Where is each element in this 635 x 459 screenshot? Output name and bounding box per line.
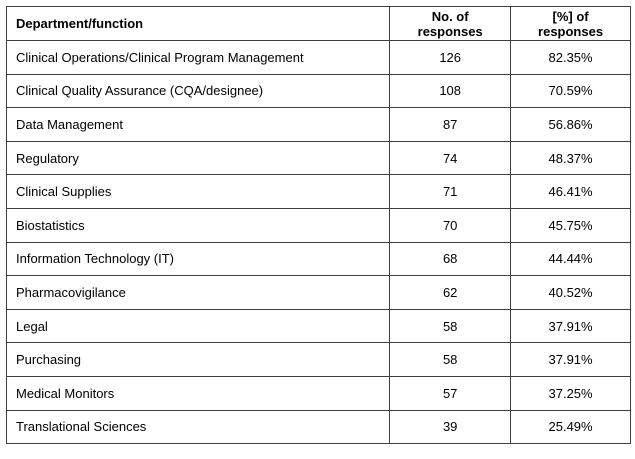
table-row: Purchasing 58 37.91% (5, 342, 631, 377)
table-row: Clinical Supplies 71 46.41% (5, 174, 631, 209)
table-cell: Clinical Quality Assurance (CQA/designee… (5, 73, 391, 109)
table-cell: Clinical Supplies (5, 174, 391, 209)
table-cell: Legal (5, 308, 391, 344)
table-row: Biostatistics 70 45.75% (5, 207, 631, 243)
table-cell: 62 (389, 275, 512, 310)
table-row: Information Technology (IT) 68 44.44% (5, 241, 631, 277)
table-cell: 82.35% (510, 40, 631, 75)
table-cell: 58 (389, 308, 512, 344)
table-cell: 40.52% (510, 275, 631, 310)
table-cell: 126 (389, 40, 512, 75)
table-row: Clinical Quality Assurance (CQA/designee… (5, 73, 631, 109)
table-cell: Data Management (5, 107, 391, 142)
table-cell: 39 (389, 409, 512, 445)
header-cell: No. of responses (389, 6, 512, 41)
data-table: Department/function No. of responses [%] o… (5, 6, 631, 445)
table-cell: 46.41% (510, 174, 631, 209)
table-cell: Pharmacovigilance (5, 275, 391, 310)
table-cell: 74 (389, 140, 512, 176)
table-cell: Translational Sciences (5, 409, 391, 445)
table-cell: 70.59% (510, 73, 631, 109)
table-cell: Purchasing (5, 342, 391, 377)
table-cell: Medical Monitors (5, 375, 391, 411)
table-row: Regulatory 74 48.37% (5, 140, 631, 176)
table-row: Legal 58 37.91% (5, 308, 631, 344)
table-cell: 58 (389, 342, 512, 377)
table-row: Clinical Operations/Clinical Program Man… (5, 40, 631, 75)
table-cell: 87 (389, 107, 512, 142)
table-body: Clinical Operations/Clinical Program Man… (5, 40, 631, 445)
table-cell: 37.91% (510, 342, 631, 377)
header-cell: [%] of responses (510, 6, 631, 41)
table-cell: 68 (389, 241, 512, 277)
table-cell: 48.37% (510, 140, 631, 176)
table-cell: 44.44% (510, 241, 631, 277)
header-cell: Department/function (5, 6, 391, 41)
table-cell: Clinical Operations/Clinical Program Man… (5, 40, 391, 75)
table-cell: 108 (389, 73, 512, 109)
header-row: Department/function No. of responses [%] o… (5, 6, 631, 41)
table-row: Translational Sciences 39 25.49% (5, 409, 631, 445)
table-cell: 71 (389, 174, 512, 209)
table-cell: 45.75% (510, 207, 631, 243)
table-cell: Regulatory (5, 140, 391, 176)
table-cell: 56.86% (510, 107, 631, 142)
table-cell: 57 (389, 375, 512, 411)
table-header: Department/function No. of responses [%] o… (5, 6, 631, 41)
table-cell: 70 (389, 207, 512, 243)
table-cell: Biostatistics (5, 207, 391, 243)
table-cell: 25.49% (510, 409, 631, 445)
table-row: Data Management 87 56.86% (5, 107, 631, 142)
table-row: Pharmacovigilance 62 40.52% (5, 275, 631, 310)
table-cell: Information Technology (IT) (5, 241, 391, 277)
table-row: Medical Monitors 57 37.25% (5, 375, 631, 411)
table-cell: 37.25% (510, 375, 631, 411)
table-cell: 37.91% (510, 308, 631, 344)
